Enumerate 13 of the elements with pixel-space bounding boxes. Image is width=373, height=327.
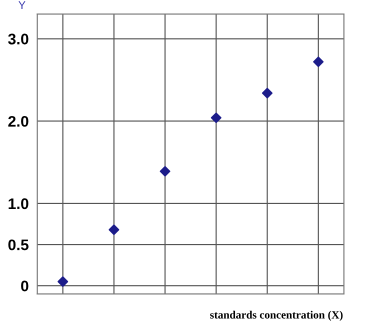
x-axis-title: standards concentration (X) — [210, 310, 343, 321]
y-tick-label: 0.5 — [8, 239, 29, 250]
point — [210, 112, 222, 124]
y-tick-label: 2.0 — [8, 116, 28, 127]
point — [58, 276, 68, 287]
y-axis-title: Y — [18, 1, 26, 9]
y-tick-label: 0 — [21, 280, 28, 292]
y-tick-label: 1.0 — [8, 198, 28, 210]
point — [262, 88, 273, 98]
point — [160, 166, 170, 177]
point — [108, 224, 120, 236]
y-tick-label: 3.0 — [8, 34, 28, 44]
point — [313, 56, 324, 68]
